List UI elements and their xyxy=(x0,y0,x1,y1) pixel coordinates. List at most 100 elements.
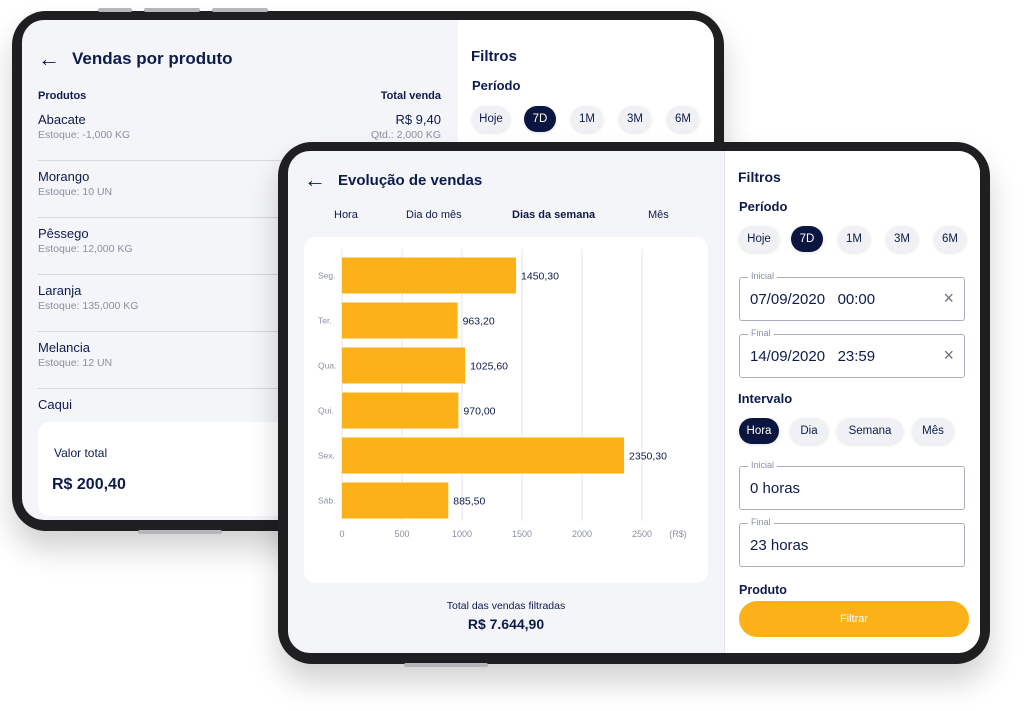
tablet-button xyxy=(404,663,488,667)
product-stock: Estoque: 135,000 KG xyxy=(38,300,139,312)
period-label: Período xyxy=(739,199,788,214)
field-label: Inicial xyxy=(748,271,778,281)
period-chip-3m[interactable]: 3M xyxy=(619,106,651,132)
period-chip-1m[interactable]: 1M xyxy=(838,226,870,252)
product-name: Abacate xyxy=(38,112,86,127)
bar-value-label: 1025,60 xyxy=(470,361,508,373)
front-screen: ← Evolução de vendas Hora Dia do mês Dia… xyxy=(288,151,980,653)
bar xyxy=(342,302,458,339)
back-arrow-icon[interactable]: ← xyxy=(38,46,60,71)
x-tick-label: 2000 xyxy=(572,529,592,539)
column-header-products: Produtos xyxy=(38,90,87,102)
list-item[interactable]: Melancia Estoque: 12 UN xyxy=(38,332,441,389)
tablet-button xyxy=(138,530,222,534)
period-chip-7d[interactable]: 7D xyxy=(524,106,556,132)
list-item[interactable]: Abacate Estoque: -1,000 KG R$ 9,40 Qtd.:… xyxy=(38,104,441,161)
product-label: Produto xyxy=(739,583,787,597)
y-category-label: Qui. xyxy=(318,406,334,416)
tablet-button xyxy=(212,8,268,12)
interval-chip-mes[interactable]: Mês xyxy=(912,418,954,444)
filters-panel: Filtros Período Hoje 7D 1M 3M 6M Inicial… xyxy=(724,151,980,653)
interval-end-field[interactable]: Final 23 horas xyxy=(739,517,965,567)
column-header-total: Total venda xyxy=(380,90,441,102)
x-tick-label: 1000 xyxy=(452,529,472,539)
product-total: R$ 9,40 xyxy=(395,112,441,127)
bar xyxy=(342,257,517,294)
product-stock: Estoque: 12 UN xyxy=(38,357,113,369)
field-label: Final xyxy=(748,517,774,527)
filters-title: Filtros xyxy=(471,48,517,65)
product-name: Morango xyxy=(38,169,90,184)
period-chip-3m[interactable]: 3M xyxy=(886,226,918,252)
interval-chip-hora[interactable]: Hora xyxy=(739,418,779,444)
interval-chip-semana[interactable]: Semana xyxy=(837,418,903,444)
list-item[interactable]: Caqui xyxy=(38,389,441,446)
product-stock: Estoque: 10 UN xyxy=(38,186,113,198)
total-value: R$ 7.644,90 xyxy=(467,616,545,632)
clear-icon[interactable]: × xyxy=(943,288,954,308)
field-label: Final xyxy=(748,328,774,338)
start-datetime-field[interactable]: Inicial 07/09/2020 00:00 × xyxy=(739,271,965,321)
filter-apply-button[interactable]: Filtrar xyxy=(739,601,969,637)
bar-value-label: 1450,30 xyxy=(521,271,559,283)
product-qty: Qtd.: 2,000 KG xyxy=(370,129,441,141)
product-name: Laranja xyxy=(38,283,82,298)
x-tick-label: 0 xyxy=(339,529,344,539)
sales-evolution-pane: ← Evolução de vendas Hora Dia do mês Dia… xyxy=(288,151,724,653)
total-label: Valor total xyxy=(54,446,108,460)
field-value: 07/09/2020 00:00 xyxy=(750,291,876,308)
y-category-label: Sáb. xyxy=(318,496,336,506)
chart-card: 0 500 1000 1500 2000 2500 (R$) Seg. 1450,30 Ter. 9… xyxy=(304,237,708,583)
period-chip-1m[interactable]: 1M xyxy=(571,106,603,132)
period-chip-hoje[interactable]: Hoje xyxy=(472,106,510,132)
bar-value-label: 963,20 xyxy=(463,316,495,328)
total-label: Total das vendas filtradas xyxy=(446,600,566,612)
page-header: ← Evolução de vendas xyxy=(304,169,482,191)
filters-title: Filtros xyxy=(738,169,781,185)
period-chip-6m[interactable]: 6M xyxy=(667,106,699,132)
bar-value-label: 2350,30 xyxy=(629,451,667,463)
period-chip-7d[interactable]: 7D xyxy=(791,226,823,252)
tab-mes[interactable]: Mês xyxy=(648,209,669,221)
field-value: 14/09/2020 23:59 xyxy=(750,348,876,365)
total-value: R$ 200,40 xyxy=(52,476,126,493)
y-category-label: Sex. xyxy=(318,451,335,461)
page-title: Evolução de vendas xyxy=(338,171,483,189)
tablet-button xyxy=(144,8,200,12)
end-datetime-field[interactable]: Final 14/09/2020 23:59 × xyxy=(739,328,965,378)
y-category-label: Seg. xyxy=(318,271,336,281)
interval-label: Intervalo xyxy=(738,391,793,406)
y-category-label: Ter. xyxy=(318,316,332,326)
tab-hora[interactable]: Hora xyxy=(334,209,358,221)
clear-icon[interactable]: × xyxy=(943,345,954,365)
list-item[interactable]: Morango Estoque: 10 UN xyxy=(38,161,441,218)
bar xyxy=(342,482,449,519)
period-chip-6m[interactable]: 6M xyxy=(934,226,966,252)
bar xyxy=(342,392,459,429)
product-name: Pêssego xyxy=(38,226,89,241)
product-stock: Estoque: 12,000 KG xyxy=(38,243,133,255)
product-name: Caqui xyxy=(38,397,72,412)
period-chip-hoje[interactable]: Hoje xyxy=(739,226,779,252)
tablet-button xyxy=(98,8,132,12)
list-item[interactable]: Pêssego Estoque: 12,000 KG xyxy=(38,218,441,275)
field-label: Inicial xyxy=(748,460,778,470)
interval-chip-dia[interactable]: Dia xyxy=(790,418,828,444)
bar xyxy=(342,347,466,384)
x-tick-label: 2500 xyxy=(632,529,652,539)
front-tablet: ← Evolução de vendas Hora Dia do mês Dia… xyxy=(278,142,990,667)
tab-dia-do-mes[interactable]: Dia do mês xyxy=(406,209,462,221)
bar xyxy=(342,437,625,474)
product-stock: Estoque: -1,000 KG xyxy=(38,129,131,141)
tab-dias-da-semana[interactable]: Dias da semana xyxy=(512,209,596,221)
list-item[interactable]: Laranja Estoque: 135,000 KG xyxy=(38,275,441,332)
x-unit-label: (R$) xyxy=(669,529,687,539)
bar-value-label: 970,00 xyxy=(463,406,495,418)
page-title: Vendas por produto xyxy=(72,49,233,68)
back-arrow-icon[interactable]: ← xyxy=(304,167,326,192)
x-tick-label: 500 xyxy=(394,529,409,539)
field-value: 0 horas xyxy=(750,480,801,497)
page-header: ← Vendas por produto xyxy=(38,48,233,70)
period-label: Período xyxy=(472,78,521,93)
interval-start-field[interactable]: Inicial 0 horas xyxy=(739,460,965,510)
